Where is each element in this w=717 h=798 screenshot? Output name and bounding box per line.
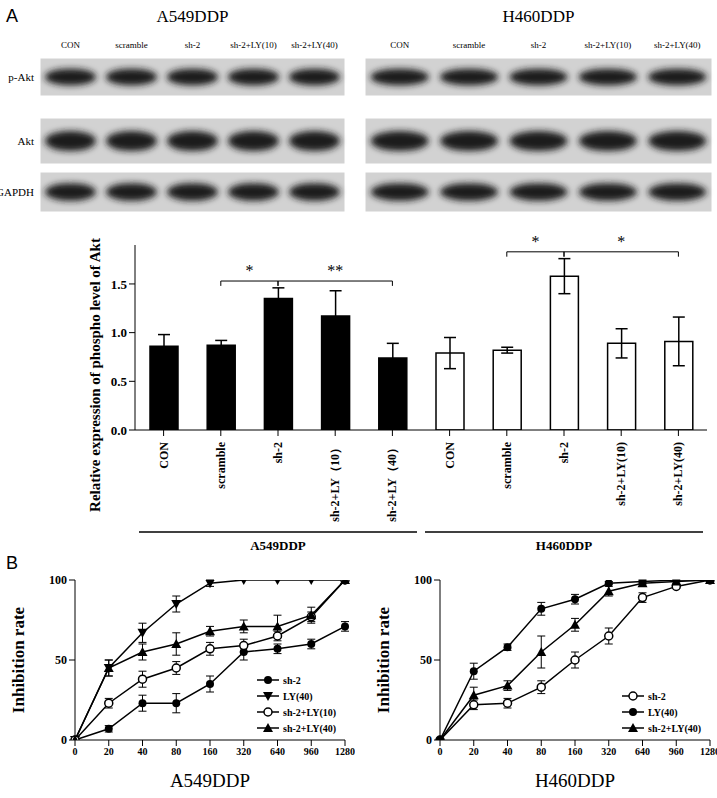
- html-text:B: B: [6, 553, 18, 573]
- svg-text:0: 0: [438, 746, 443, 757]
- svg-text:640: 640: [635, 746, 650, 757]
- svg-text:50: 50: [420, 653, 432, 667]
- svg-text:CON: CON: [157, 442, 171, 469]
- svg-text:sh-2+LY(40): sh-2+LY(40): [671, 442, 685, 506]
- svg-text:0: 0: [61, 733, 67, 747]
- svg-text:A549DDP: A549DDP: [170, 770, 250, 791]
- svg-text:Relative expression of phospho: Relative expression of phospho level of …: [87, 238, 103, 512]
- svg-text:0: 0: [73, 746, 78, 757]
- svg-text:sh-2+LY(40): sh-2+LY(40): [654, 40, 701, 50]
- svg-text:40: 40: [138, 746, 148, 757]
- svg-text:GAPDH: GAPDH: [8, 186, 34, 198]
- svg-text:sh-2: sh-2: [283, 675, 301, 686]
- svg-text:A549DDP: A549DDP: [250, 538, 306, 553]
- svg-text:50: 50: [55, 653, 67, 667]
- svg-text:scramble: scramble: [214, 441, 228, 488]
- svg-text:H460DDP: H460DDP: [503, 7, 575, 26]
- svg-text:LY(40): LY(40): [283, 691, 313, 703]
- svg-text:1.5: 1.5: [111, 277, 128, 292]
- svg-text:scramble: scramble: [453, 40, 485, 50]
- svg-text:1280: 1280: [700, 746, 709, 757]
- svg-text:1280: 1280: [335, 746, 355, 757]
- svg-text:CON: CON: [443, 442, 457, 469]
- svg-text:CON: CON: [390, 40, 410, 50]
- svg-text:20: 20: [104, 746, 114, 757]
- svg-text:100: 100: [414, 573, 432, 587]
- svg-text:Inhibition rate: Inhibition rate: [9, 606, 28, 713]
- svg-text:sh-2: sh-2: [185, 40, 201, 50]
- svg-text:sh-2+LY(40): sh-2+LY(40): [648, 723, 701, 735]
- svg-text:Inhibition rate: Inhibition rate: [374, 606, 393, 713]
- svg-text:**: **: [327, 262, 343, 279]
- svg-text:640: 640: [270, 746, 285, 757]
- svg-text:960: 960: [669, 746, 684, 757]
- svg-text:Akt: Akt: [18, 135, 35, 147]
- svg-text:sh-2+LY(40): sh-2+LY(40): [283, 723, 336, 735]
- svg-text:sh-2: sh-2: [531, 40, 547, 50]
- svg-text:sh-2+LY(10): sh-2+LY(10): [585, 40, 632, 50]
- svg-text:sh-2+LY（10）: sh-2+LY（10）: [328, 442, 342, 522]
- svg-text:A: A: [8, 6, 18, 26]
- svg-text:0: 0: [426, 733, 432, 747]
- svg-text:*: *: [617, 233, 625, 250]
- svg-text:sh-2: sh-2: [648, 691, 666, 702]
- svg-text:80: 80: [171, 746, 181, 757]
- svg-text:20: 20: [469, 746, 479, 757]
- svg-text:LY(40): LY(40): [648, 707, 678, 719]
- svg-text:scramble: scramble: [115, 40, 147, 50]
- svg-text:sh-2+LY(10): sh-2+LY(10): [283, 707, 336, 719]
- svg-text:CON: CON: [61, 40, 81, 50]
- svg-text:0.5: 0.5: [111, 374, 128, 389]
- svg-text:960: 960: [304, 746, 319, 757]
- svg-text:*: *: [245, 262, 253, 279]
- svg-text:40: 40: [503, 746, 513, 757]
- svg-text:*: *: [531, 233, 539, 250]
- svg-text:1.0: 1.0: [111, 325, 127, 340]
- svg-text:160: 160: [568, 746, 583, 757]
- svg-text:p-Akt: p-Akt: [8, 71, 34, 83]
- svg-text:sh-2+LY(10): sh-2+LY(10): [230, 40, 277, 50]
- svg-text:H460DDP: H460DDP: [535, 770, 615, 791]
- svg-text:sh-2: sh-2: [271, 442, 285, 463]
- svg-text:A549DDP: A549DDP: [157, 7, 229, 26]
- svg-text:320: 320: [236, 746, 251, 757]
- svg-text:100: 100: [49, 573, 67, 587]
- svg-text:H460DDP: H460DDP: [536, 538, 592, 553]
- svg-text:sh-2+LY(40): sh-2+LY(40): [291, 40, 338, 50]
- svg-text:160: 160: [203, 746, 218, 757]
- svg-text:320: 320: [601, 746, 616, 757]
- svg-text:sh-2+LY（40）: sh-2+LY（40）: [385, 442, 399, 522]
- svg-text:sh-2+LY(10): sh-2+LY(10): [614, 442, 628, 506]
- svg-text:0.0: 0.0: [111, 423, 127, 438]
- svg-text:80: 80: [536, 746, 546, 757]
- svg-text:sh-2: sh-2: [557, 442, 571, 463]
- svg-text:scramble: scramble: [500, 441, 514, 488]
